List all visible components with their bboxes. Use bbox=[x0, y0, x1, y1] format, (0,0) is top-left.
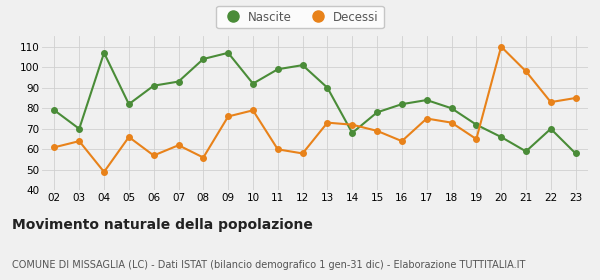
Nascite bbox=[373, 111, 380, 114]
Nascite bbox=[200, 57, 207, 61]
Nascite bbox=[423, 98, 430, 102]
Decessi bbox=[448, 121, 455, 124]
Nascite bbox=[497, 135, 505, 139]
Decessi bbox=[398, 139, 406, 143]
Nascite bbox=[51, 109, 58, 112]
Text: COMUNE DI MISSAGLIA (LC) - Dati ISTAT (bilancio demografico 1 gen-31 dic) - Elab: COMUNE DI MISSAGLIA (LC) - Dati ISTAT (b… bbox=[12, 260, 526, 270]
Decessi bbox=[373, 129, 380, 132]
Line: Nascite: Nascite bbox=[52, 50, 578, 156]
Text: Movimento naturale della popolazione: Movimento naturale della popolazione bbox=[12, 218, 313, 232]
Decessi bbox=[125, 135, 133, 139]
Decessi bbox=[324, 121, 331, 124]
Decessi bbox=[76, 139, 83, 143]
Nascite bbox=[175, 80, 182, 83]
Decessi bbox=[572, 96, 579, 100]
Nascite bbox=[523, 150, 530, 153]
Decessi bbox=[299, 152, 306, 155]
Decessi bbox=[224, 115, 232, 118]
Decessi bbox=[349, 123, 356, 126]
Nascite bbox=[349, 131, 356, 135]
Nascite bbox=[250, 82, 257, 85]
Decessi bbox=[250, 109, 257, 112]
Nascite bbox=[398, 102, 406, 106]
Nascite bbox=[572, 152, 579, 155]
Decessi bbox=[523, 70, 530, 73]
Nascite bbox=[150, 84, 157, 87]
Nascite bbox=[224, 51, 232, 55]
Nascite bbox=[547, 127, 554, 130]
Nascite bbox=[299, 64, 306, 67]
Nascite bbox=[125, 102, 133, 106]
Decessi bbox=[423, 117, 430, 120]
Decessi bbox=[150, 154, 157, 157]
Decessi bbox=[51, 146, 58, 149]
Nascite bbox=[274, 67, 281, 71]
Nascite bbox=[324, 86, 331, 89]
Decessi bbox=[274, 148, 281, 151]
Decessi bbox=[100, 170, 107, 174]
Line: Decessi: Decessi bbox=[52, 44, 578, 175]
Decessi bbox=[547, 101, 554, 104]
Nascite bbox=[100, 51, 107, 55]
Decessi bbox=[175, 144, 182, 147]
Legend: Nascite, Decessi: Nascite, Decessi bbox=[216, 6, 384, 28]
Decessi bbox=[473, 137, 480, 141]
Decessi bbox=[200, 156, 207, 159]
Nascite bbox=[448, 107, 455, 110]
Decessi bbox=[497, 45, 505, 48]
Nascite bbox=[76, 127, 83, 130]
Nascite bbox=[473, 123, 480, 126]
